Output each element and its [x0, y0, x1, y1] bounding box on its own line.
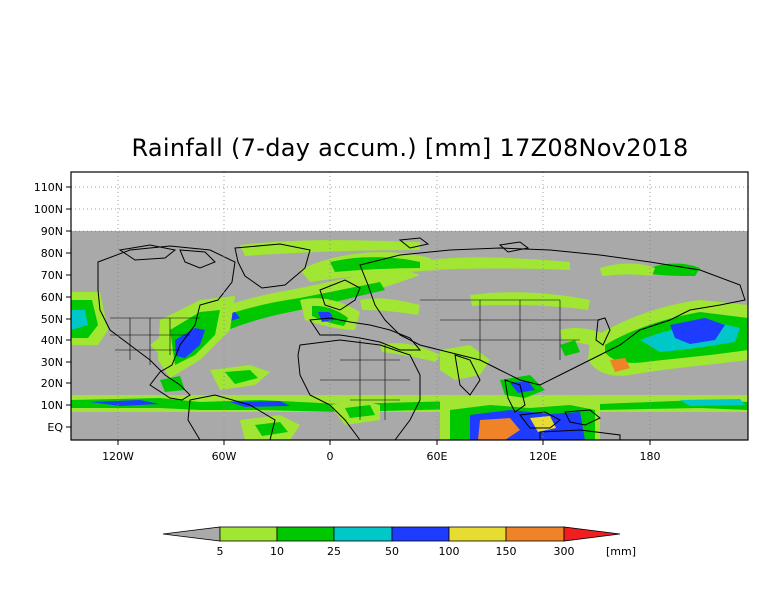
lat-label: 80N	[41, 247, 63, 260]
lat-labels: 110N 100N 90N 80N 70N 60N 50N 40N 30N 20…	[34, 181, 64, 434]
lon-label: 120E	[529, 450, 557, 463]
lat-label: 90N	[41, 225, 63, 238]
lon-label: 60E	[427, 450, 448, 463]
colorbar-segment	[505, 526, 565, 542]
lat-label: 70N	[41, 269, 63, 282]
colorbar-tick-label: 300	[554, 545, 575, 558]
lat-label: 40N	[41, 334, 63, 347]
lat-ticks	[66, 186, 71, 428]
lon-label: 180	[640, 450, 661, 463]
colorbar-tick-label: 5	[217, 545, 224, 558]
colorbar-unit-label: [mm]	[606, 545, 636, 558]
lon-label: 120W	[102, 450, 134, 463]
map-frame	[70, 171, 749, 441]
lon-label: 60W	[212, 450, 237, 463]
lat-label: 10N	[41, 399, 63, 412]
lon-ticks	[117, 440, 651, 445]
lat-label: 100N	[34, 203, 63, 216]
colorbar-segment	[276, 526, 335, 542]
colorbar-tick-label: 150	[496, 545, 517, 558]
colorbar-segment	[391, 526, 450, 542]
colorbar-segment-highest	[563, 526, 621, 542]
lat-label: EQ	[47, 421, 63, 434]
lat-label: 20N	[41, 377, 63, 390]
colorbar-segment	[219, 526, 278, 542]
lat-label: 30N	[41, 356, 63, 369]
country-borders	[110, 299, 600, 420]
colorbar-labels: 5 10 25 50 100 150 300 [mm]	[217, 545, 637, 558]
colorbar-tick-label: 10	[270, 545, 284, 558]
lon-label: 0	[327, 450, 334, 463]
colorbar-tick-label: 50	[385, 545, 399, 558]
colorbar	[162, 526, 621, 542]
colorbar-segment	[333, 526, 393, 542]
map-title: Rainfall (7-day accum.) [mm] 17Z08Nov201…	[131, 134, 689, 162]
lon-labels: 120W 60W 0 60E 120E 180	[102, 450, 660, 463]
colorbar-tick-label: 25	[327, 545, 341, 558]
colorbar-segment-lowest	[162, 526, 221, 542]
lat-label: 60N	[41, 291, 63, 304]
lat-label: 110N	[34, 181, 63, 194]
coastlines	[97, 237, 746, 440]
colorbar-tick-label: 100	[439, 545, 460, 558]
colorbar-segment	[448, 526, 507, 542]
lat-label: 50N	[41, 313, 63, 326]
map-gridlines	[71, 172, 748, 440]
